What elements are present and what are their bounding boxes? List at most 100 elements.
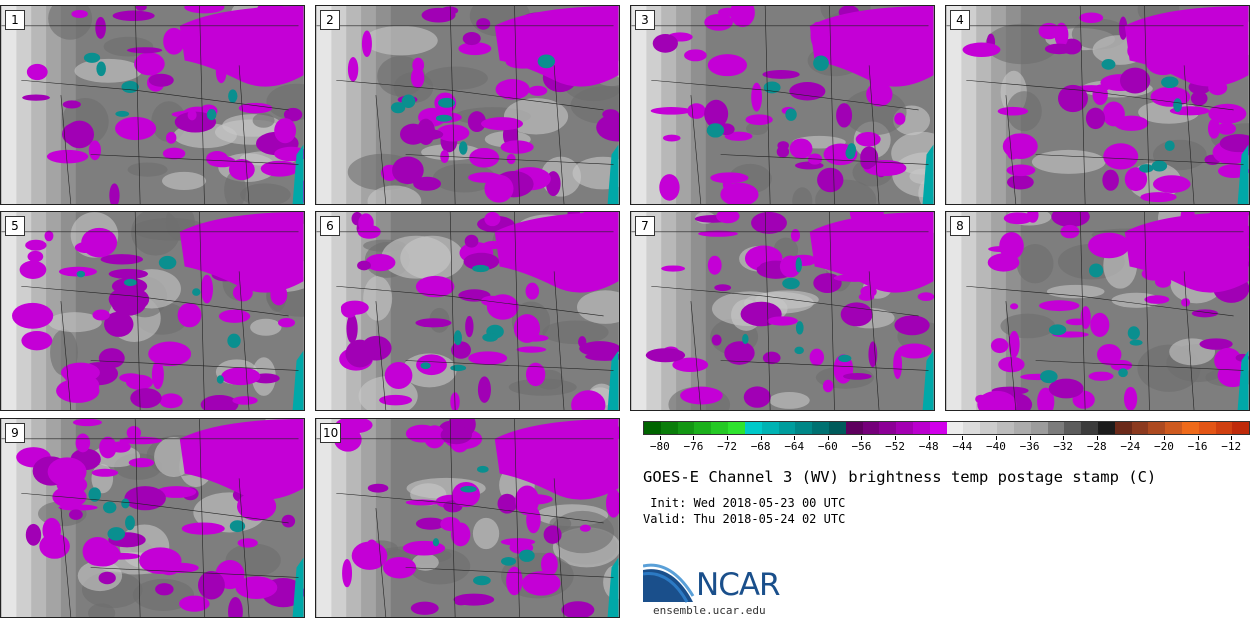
colorbar-swatch (946, 422, 964, 434)
colorbar-swatch (929, 422, 947, 434)
colorbar-swatch (879, 422, 897, 434)
colorbar-swatch (997, 422, 1014, 434)
colorbar-tick-label: −16 (1187, 440, 1208, 453)
colorbar-swatch (1030, 422, 1048, 434)
colorbar-swatch (1198, 422, 1216, 434)
colorbar-tick-label: −32 (1053, 440, 1074, 453)
colorbar-tick-label: −52 (885, 440, 906, 453)
colorbar-swatch (644, 422, 661, 434)
map-image (316, 6, 619, 204)
colorbar-tick-label: −44 (952, 440, 973, 453)
colorbar-swatch (778, 422, 796, 434)
colorbar-swatch (1148, 422, 1166, 434)
colorbar-swatch (1064, 422, 1082, 434)
map-panel-5: 5 (0, 211, 305, 411)
colorbar-swatch (1131, 422, 1149, 434)
colorbar-tick (659, 436, 661, 440)
colorbar-tick (1130, 436, 1132, 440)
colorbar-tick-label: −60 (817, 440, 838, 453)
colorbar-swatch (963, 422, 981, 434)
map-panel-7: 7 (630, 211, 935, 411)
colorbar-tick (962, 436, 964, 440)
colorbar-swatch (1047, 422, 1065, 434)
colorbar-swatch (728, 422, 745, 434)
colorbar-swatch (795, 422, 813, 434)
colorbar-swatch (711, 422, 729, 434)
colorbar-tick-label: −12 (1221, 440, 1242, 453)
colorbar-tick (1231, 436, 1233, 440)
map-image (1, 6, 304, 204)
map-image (1, 419, 304, 617)
colorbar-tick-label: −56 (851, 440, 872, 453)
colorbar-tick (928, 436, 930, 440)
colorbar-tick-label: −64 (784, 440, 805, 453)
colorbar-tick (1029, 436, 1031, 440)
map-image (316, 212, 619, 410)
valid-time: Valid: Thu 2018-05-24 02 UTC (643, 512, 846, 526)
colorbar-swatch (913, 422, 930, 434)
colorbar-tick (794, 436, 796, 440)
colorbar-swatch (761, 422, 779, 434)
colorbar-swatch (1097, 422, 1115, 434)
map-image (946, 6, 1249, 204)
colorbar-tick-label: −76 (683, 440, 704, 453)
colorbar-swatch (660, 422, 678, 434)
map-panel-8: 8 (945, 211, 1250, 411)
colorbar-tick-label: −40 (985, 440, 1006, 453)
colorbar-swatch (1165, 422, 1182, 434)
panel-number: 1 (5, 10, 25, 30)
colorbar-tick-label: −24 (1120, 440, 1141, 453)
colorbar-tick (995, 436, 997, 440)
colorbar-swatch (677, 422, 695, 434)
panel-number: 2 (320, 10, 340, 30)
colorbar-tick-label: −72 (717, 440, 737, 453)
colorbar-tick (827, 436, 829, 440)
ncar-logo-icon (643, 563, 695, 603)
colorbar-tick-label: −68 (750, 440, 771, 453)
map-image (631, 6, 934, 204)
colorbar-tick-label: −80 (649, 440, 670, 453)
figure-title: GOES-E Channel 3 (WV) brightness temp po… (643, 468, 1157, 486)
colorbar-swatch (1215, 422, 1233, 434)
map-panel-9: 9 (0, 418, 305, 618)
colorbar-swatch (744, 422, 762, 434)
colorbar-ticks: −80 −76 −72 −68 −64 −60 −56 −52 −48 −44 −40 −36 −32 −… (643, 436, 1248, 456)
map-panel-6: 6 (315, 211, 620, 411)
colorbar-tick (1096, 436, 1098, 440)
panel-number: 10 (320, 423, 342, 443)
colorbar-swatch (1182, 422, 1199, 434)
colorbar (643, 421, 1250, 435)
map-panel-2: 2 (315, 5, 620, 205)
map-panel-4: 4 (945, 5, 1250, 205)
colorbar-swatch (812, 422, 829, 434)
colorbar-tick (861, 436, 863, 440)
panel-number: 8 (950, 216, 970, 236)
colorbar-swatch (1081, 422, 1098, 434)
colorbar-swatch (896, 422, 913, 434)
panel-number: 9 (5, 423, 25, 443)
colorbar-swatch (845, 422, 863, 434)
panel-number: 3 (635, 10, 655, 30)
colorbar-tick (895, 436, 897, 440)
map-image (1, 212, 304, 410)
logo-text: NCAR (696, 567, 781, 603)
colorbar-swatch (1232, 422, 1250, 434)
colorbar-tick (693, 436, 695, 440)
init-time: Init: Wed 2018-05-23 00 UTC (643, 496, 846, 510)
map-panel-10: 10 (315, 418, 620, 618)
map-panel-1: 1 (0, 5, 305, 205)
colorbar-tick (1063, 436, 1065, 440)
site-url: ensemble.ucar.edu (653, 604, 766, 617)
panel-number: 7 (635, 216, 655, 236)
colorbar-swatch (694, 422, 712, 434)
panel-number: 5 (5, 216, 25, 236)
colorbar-tick (760, 436, 762, 440)
colorbar-swatch (1013, 422, 1031, 434)
map-image (631, 212, 934, 410)
colorbar-tick-label: −48 (918, 440, 939, 453)
colorbar-tick-label: −36 (1019, 440, 1040, 453)
colorbar-tick-label: −20 (1154, 440, 1174, 453)
colorbar-swatch (828, 422, 846, 434)
colorbar-tick (1197, 436, 1199, 440)
panel-number: 4 (950, 10, 970, 30)
